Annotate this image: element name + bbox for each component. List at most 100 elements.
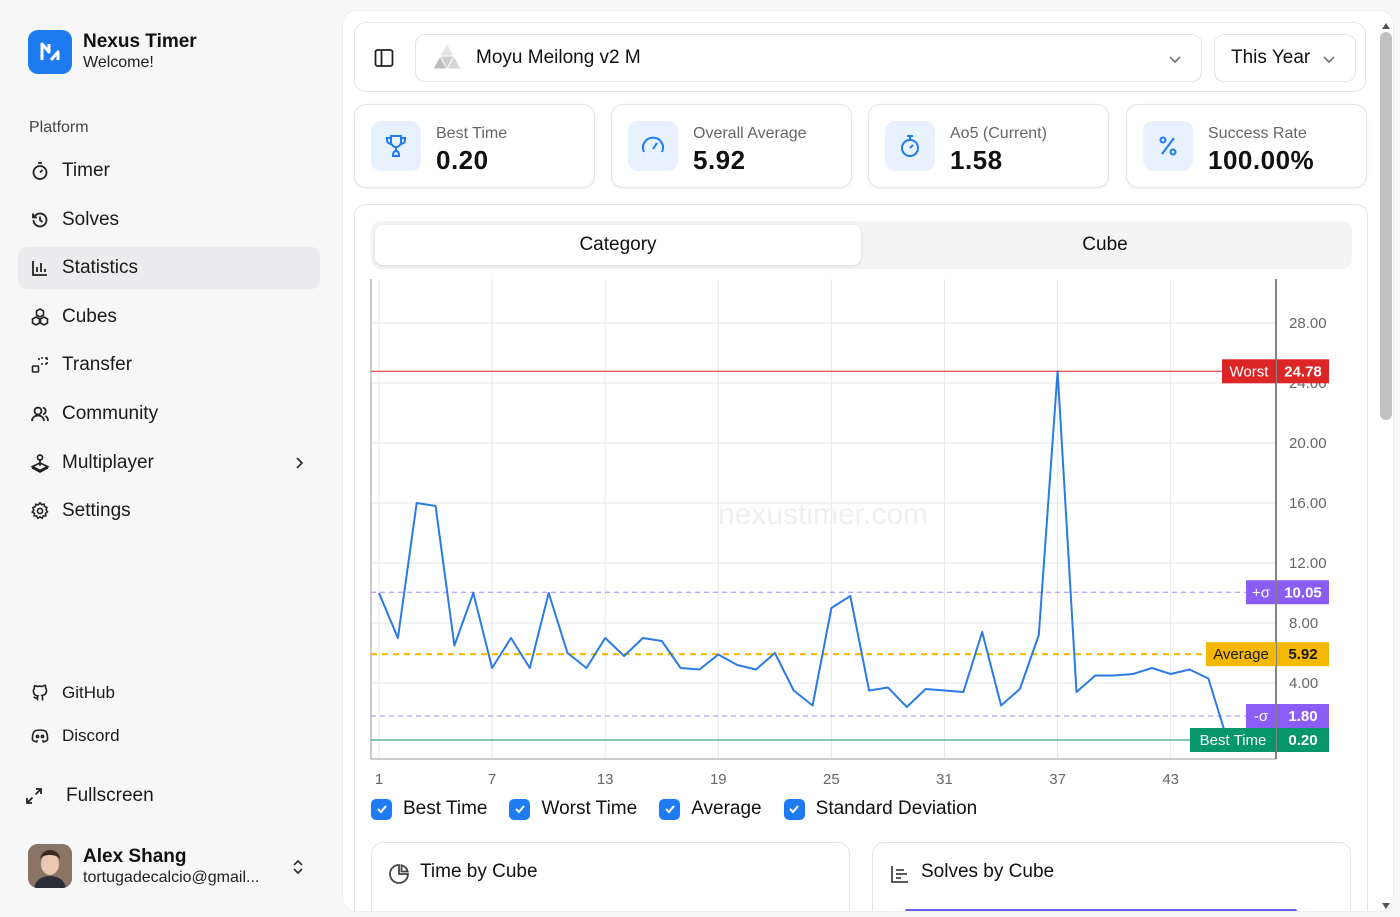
y-tick-label: 28.00 — [1289, 315, 1327, 332]
y-tick-label: 16.00 — [1289, 495, 1327, 512]
sidebar-item-community[interactable]: Community — [18, 393, 320, 435]
cube-select[interactable]: Moyu Meilong v2 M — [415, 34, 1202, 82]
user-menu[interactable]: Alex Shang tortugadecalcio@gmail... — [28, 844, 318, 888]
legend-label: Worst Time — [541, 798, 638, 819]
stat-label: Success Rate — [1208, 125, 1307, 142]
legend-best-time[interactable]: Best Time — [371, 798, 487, 820]
series-line — [378, 370, 1229, 741]
welcome-text: Welcome! — [83, 54, 154, 71]
scrollbar-thumb[interactable] — [1380, 32, 1392, 420]
ref-value-tag: 5.92 — [1288, 646, 1317, 663]
chevron-right-icon — [290, 454, 308, 477]
y-tick-label: 8.00 — [1289, 615, 1318, 632]
sidebar-item-timer[interactable]: Timer — [18, 150, 320, 192]
tab-category[interactable]: Category — [375, 225, 861, 265]
pie-chart-icon — [388, 863, 410, 890]
expand-icon — [24, 786, 44, 806]
discord-icon — [30, 726, 50, 746]
sidebar-item-statistics[interactable]: Statistics — [18, 247, 320, 290]
legend-standard-deviation[interactable]: Standard Deviation — [783, 798, 978, 820]
stat-label: Overall Average — [693, 125, 807, 142]
external-links: GitHub Discord — [18, 673, 320, 759]
card-title: Time by Cube — [420, 861, 538, 882]
github-link[interactable]: GitHub — [18, 673, 320, 713]
time-by-cube-card: Time by Cube — [371, 842, 850, 911]
legend-label: Standard Deviation — [815, 798, 978, 819]
x-tick-label: 13 — [597, 771, 614, 788]
y-tick-label: 12.00 — [1289, 555, 1327, 572]
checkbox-checked-icon[interactable] — [371, 798, 392, 820]
ref-label-tag: -σ — [1254, 708, 1269, 725]
sidebar-toggle-icon[interactable] — [373, 47, 395, 74]
x-tick-label: 31 — [936, 771, 953, 788]
user-name: Alex Shang — [83, 845, 187, 867]
chart-legend: Best Time Worst Time Average Standard De… — [371, 798, 999, 820]
sidebar-item-settings[interactable]: Settings — [18, 490, 320, 532]
legend-average[interactable]: Average — [659, 798, 762, 820]
scroll-up-arrow-icon[interactable] — [1382, 16, 1390, 34]
y-tick-label: 4.00 — [1289, 675, 1318, 692]
sidebar-item-label: Statistics — [62, 257, 139, 279]
ref-label-tag: Best Time — [1200, 732, 1267, 749]
sidebar-item-label: Solves — [62, 208, 120, 230]
legend-label: Average — [691, 798, 762, 819]
chart-tabs: Category Cube — [371, 221, 1352, 269]
scroll-down-arrow-icon[interactable] — [1382, 896, 1390, 914]
ref-label-tag-bg — [1222, 359, 1276, 384]
sidebar-item-label: Settings — [62, 500, 131, 522]
ref-value-tag: 1.80 — [1288, 708, 1317, 725]
sidebar-item-label: Timer — [62, 160, 110, 181]
sidebar-item-label: Multiplayer — [62, 451, 154, 473]
gauge-icon — [628, 121, 678, 171]
sidebar-item-multiplayer[interactable]: Multiplayer — [18, 442, 320, 484]
tab-cube[interactable]: Cube — [1082, 234, 1128, 255]
sidebar-nav: Timer Solves Statistics Cubes Transfer — [18, 150, 320, 539]
sidebar-item-transfer[interactable]: Transfer — [18, 344, 320, 386]
chart-card: Category Cube 4.00 8.00 12.00 16.00 20.00 24.… — [354, 204, 1368, 911]
user-email: tortugadecalcio@gmail... — [83, 868, 260, 886]
joystick-icon — [30, 453, 50, 473]
x-tick-label: 7 — [488, 771, 496, 788]
sidebar-item-cubes[interactable]: Cubes — [18, 296, 320, 338]
ref-label-tag: Worst — [1230, 363, 1270, 380]
checkbox-checked-icon[interactable] — [509, 798, 531, 820]
checkbox-checked-icon[interactable] — [659, 798, 681, 820]
stat-card-ao5: Ao5 (Current) 1.58 — [868, 104, 1109, 188]
fullscreen-button[interactable]: Fullscreen — [24, 785, 154, 807]
gear-icon — [30, 501, 50, 521]
x-tick-label: 1 — [375, 771, 383, 788]
legend-label: Best Time — [403, 798, 488, 819]
sidebar-item-solves[interactable]: Solves — [18, 199, 320, 241]
legend-worst-time[interactable]: Worst Time — [509, 798, 637, 820]
app-logo-icon — [28, 30, 72, 74]
stat-value: 1.58 — [950, 145, 1003, 175]
sidebar-item-label: Community — [62, 402, 159, 424]
ref-label-tag-bg — [1246, 580, 1276, 605]
discord-link[interactable]: Discord — [18, 716, 320, 756]
stopwatch-icon — [885, 121, 935, 171]
watermark-text: nexustimer.com — [718, 498, 928, 531]
checkbox-checked-icon[interactable] — [783, 798, 805, 820]
stat-label: Ao5 (Current) — [950, 125, 1047, 142]
ref-value-tag-bg — [1277, 642, 1329, 667]
period-select-value: This Year — [1231, 47, 1311, 68]
cube-pyramid-icon — [432, 41, 462, 75]
ref-value-tag: 0.20 — [1288, 732, 1317, 749]
avatar — [28, 844, 72, 888]
history-icon — [30, 210, 50, 230]
stat-card-overall-average: Overall Average 5.92 — [611, 104, 852, 188]
bar-chart-icon — [30, 258, 50, 278]
trophy-icon — [371, 121, 421, 171]
ref-value-tag: 24.78 — [1284, 363, 1322, 380]
platform-section-label: Platform — [29, 119, 89, 136]
cubes-icon — [30, 307, 50, 327]
percent-icon — [1143, 121, 1193, 171]
x-tick-label: 37 — [1049, 771, 1066, 788]
cube-select-value: Moyu Meilong v2 M — [476, 47, 641, 68]
solves-by-cube-card: Solves by Cube — [872, 842, 1351, 911]
ref-label-tag-bg — [1206, 642, 1276, 667]
x-tick-label: 25 — [823, 771, 840, 788]
ref-value-tag-bg — [1277, 704, 1329, 728]
period-select[interactable]: This Year — [1214, 34, 1356, 82]
brand[interactable]: Nexus Timer Welcome! — [28, 30, 197, 74]
